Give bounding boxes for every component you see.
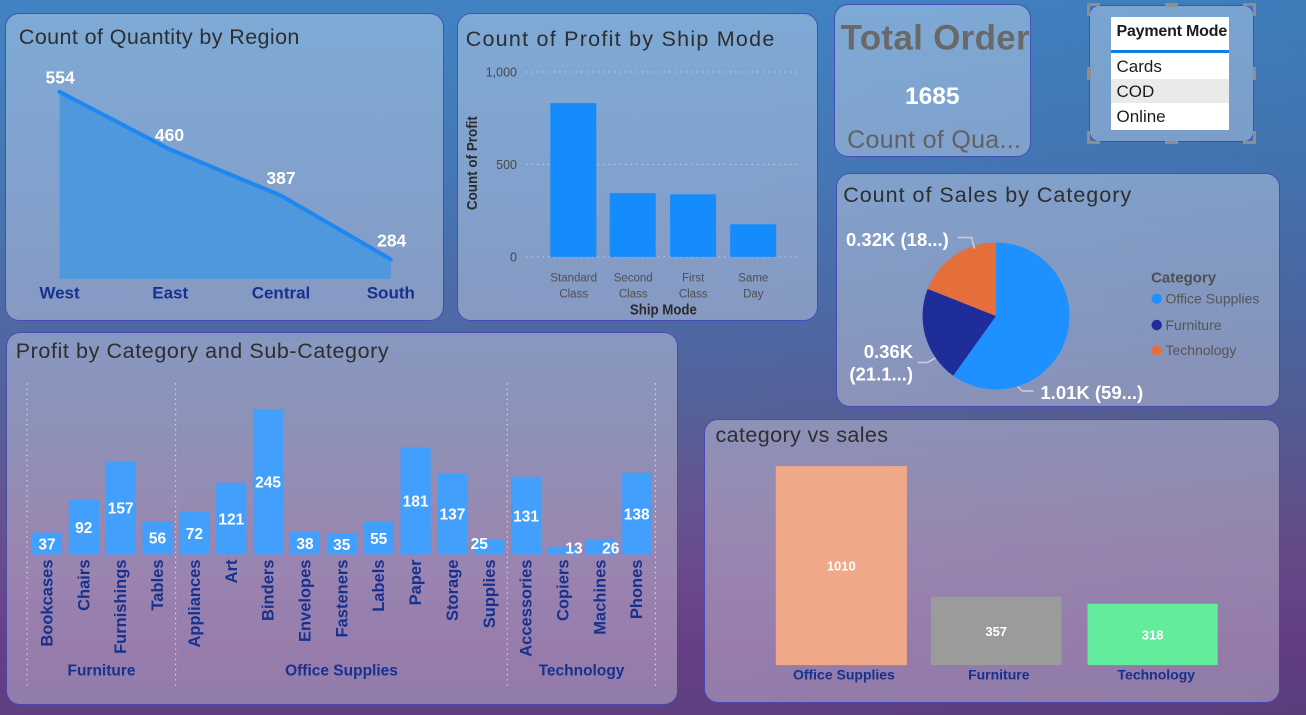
svg-text:Total Order: Total Order	[841, 19, 1030, 58]
svg-text:26: 26	[602, 541, 620, 558]
svg-text:(21.1...): (21.1...)	[849, 364, 913, 385]
svg-text:Supplies: Supplies	[481, 560, 499, 629]
svg-text:92: 92	[75, 520, 92, 537]
svg-text:Furnishings: Furnishings	[112, 560, 130, 654]
svg-text:1.01K (59...): 1.01K (59...)	[1040, 382, 1143, 403]
svg-text:284: 284	[377, 230, 406, 250]
svg-text:Tables: Tables	[149, 560, 167, 611]
svg-text:13: 13	[565, 541, 583, 558]
svg-text:554: 554	[45, 68, 74, 88]
svg-text:Class: Class	[559, 289, 588, 301]
svg-text:55: 55	[370, 531, 388, 548]
svg-text:Accessories: Accessories	[518, 560, 536, 657]
svg-text:37: 37	[38, 536, 55, 553]
svg-text:Appliances: Appliances	[186, 560, 204, 648]
svg-text:Copiers: Copiers	[555, 560, 573, 621]
svg-text:138: 138	[624, 506, 650, 523]
svg-text:157: 157	[108, 501, 134, 518]
svg-text:Second: Second	[614, 273, 653, 285]
svg-text:Phones: Phones	[628, 560, 646, 620]
svg-text:Category: Category	[1151, 270, 1217, 287]
svg-text:South: South	[367, 284, 415, 303]
svg-text:Central: Central	[252, 284, 311, 303]
svg-text:Furniture: Furniture	[67, 662, 135, 679]
svg-text:500: 500	[496, 158, 517, 172]
svg-text:Class: Class	[619, 289, 648, 301]
svg-text:121: 121	[218, 511, 244, 528]
svg-text:Standard: Standard	[550, 273, 597, 285]
svg-text:Technology: Technology	[539, 662, 625, 679]
svg-text:460: 460	[155, 125, 184, 145]
svg-text:357: 357	[985, 624, 1007, 639]
svg-text:0.32K (18...): 0.32K (18...)	[846, 229, 949, 250]
svg-text:131: 131	[513, 509, 539, 526]
svg-text:Day: Day	[743, 289, 764, 301]
svg-text:Count of Qua...: Count of Qua...	[847, 126, 1021, 154]
svg-text:25: 25	[471, 536, 489, 553]
svg-text:181: 181	[403, 494, 429, 511]
svg-text:Chairs: Chairs	[75, 560, 93, 611]
svg-text:Paper: Paper	[407, 559, 425, 605]
svg-text:Art: Art	[223, 559, 241, 583]
svg-text:318: 318	[1142, 627, 1164, 642]
svg-text:Envelopes: Envelopes	[297, 560, 315, 643]
svg-text:1010: 1010	[827, 559, 856, 574]
svg-text:Storage: Storage	[444, 560, 462, 621]
svg-text:0.36K: 0.36K	[864, 341, 914, 362]
svg-text:Furniture: Furniture	[968, 667, 1030, 683]
svg-text:East: East	[152, 284, 188, 303]
svg-text:245: 245	[255, 475, 281, 492]
svg-text:Bookcases: Bookcases	[39, 560, 57, 647]
svg-text:1,000: 1,000	[486, 66, 517, 80]
svg-text:72: 72	[186, 526, 203, 543]
svg-text:Furniture: Furniture	[1166, 317, 1222, 333]
svg-text:Ship Mode: Ship Mode	[630, 302, 697, 318]
svg-text:Fasteners: Fasteners	[333, 560, 351, 638]
svg-text:Binders: Binders	[260, 560, 278, 621]
svg-text:Same: Same	[738, 273, 768, 285]
svg-text:1685: 1685	[905, 83, 960, 110]
svg-text:35: 35	[333, 537, 351, 554]
svg-text:Office Supplies: Office Supplies	[285, 662, 398, 679]
svg-text:38: 38	[296, 536, 314, 553]
svg-text:West: West	[39, 284, 80, 303]
svg-text:Office Supplies: Office Supplies	[1166, 291, 1260, 307]
svg-text:Class: Class	[679, 289, 708, 301]
svg-text:0: 0	[510, 250, 517, 264]
svg-text:387: 387	[266, 168, 295, 188]
svg-text:Machines: Machines	[591, 560, 609, 635]
svg-text:137: 137	[439, 507, 465, 524]
svg-text:Count of Profit: Count of Profit	[465, 116, 481, 210]
svg-text:Technology: Technology	[1166, 342, 1237, 358]
svg-text:Technology: Technology	[1118, 667, 1196, 683]
svg-text:Office Supplies: Office Supplies	[793, 667, 895, 683]
svg-text:56: 56	[149, 531, 167, 548]
svg-text:Labels: Labels	[370, 560, 388, 612]
svg-text:First: First	[682, 273, 705, 285]
